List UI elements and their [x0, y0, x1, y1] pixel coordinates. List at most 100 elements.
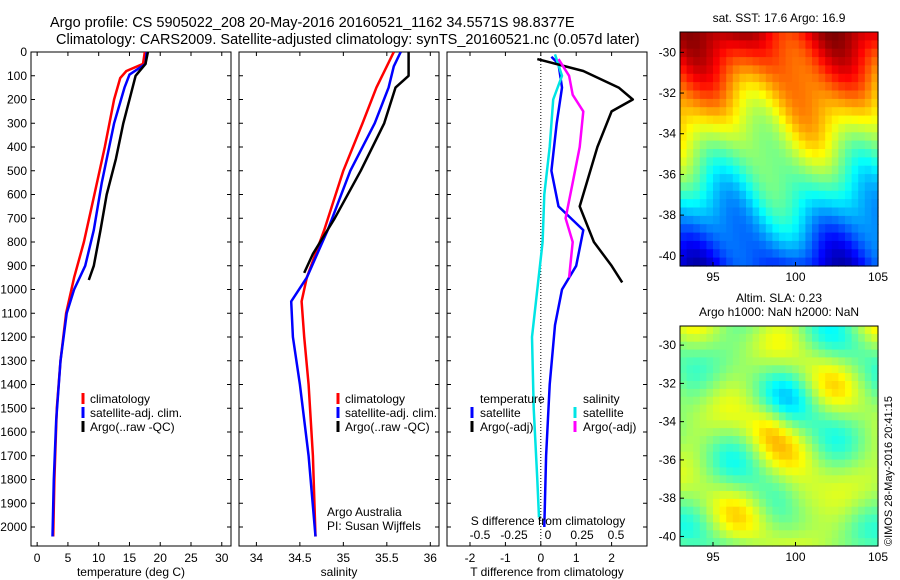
map-cell: [779, 436, 787, 445]
map-cell: [798, 404, 806, 414]
map-cell: [699, 199, 707, 209]
map-cell: [752, 514, 760, 524]
map-cell: [818, 132, 826, 142]
map-cell: [845, 190, 853, 200]
map-cell: [812, 40, 820, 50]
map-cell: [838, 522, 846, 531]
map-cell: [812, 224, 820, 234]
map-cell: [831, 157, 839, 167]
map-cell: [686, 404, 694, 414]
map-cell: [713, 498, 721, 508]
map-cell: [706, 357, 714, 366]
map-cell: [759, 232, 767, 242]
map-cell: [746, 459, 754, 469]
map-cell: [726, 333, 734, 343]
map-cell: [864, 467, 872, 476]
map-cell: [851, 98, 859, 108]
map-cell: [699, 257, 707, 267]
map-cell: [864, 396, 872, 406]
map-cell: [812, 326, 820, 335]
map-cell: [785, 224, 793, 234]
legend-header: salinity: [583, 392, 620, 406]
map-cell: [713, 107, 721, 117]
map-cell: [785, 132, 793, 142]
map-cell: [792, 420, 800, 429]
map-cell: [732, 530, 740, 539]
map-cell: [686, 48, 694, 58]
map-cell: [739, 459, 747, 469]
map-cell: [693, 107, 701, 117]
map-cell: [845, 428, 853, 437]
map-cell: [851, 459, 859, 469]
map-cell: [752, 57, 760, 67]
map-cell: [732, 388, 740, 398]
map-cell: [680, 90, 688, 100]
map-cell: [831, 32, 839, 41]
map-cell: [831, 165, 839, 175]
map-cell: [812, 123, 820, 133]
map-cell: [785, 149, 793, 158]
map-cell: [726, 443, 734, 453]
map-cell: [732, 73, 740, 83]
map-cell: [805, 165, 813, 175]
map-cell: [732, 132, 740, 142]
map-cell: [812, 65, 820, 75]
map-cell: [693, 357, 701, 366]
map-frame: [679, 31, 879, 267]
map-cell: [818, 82, 826, 92]
map-cell: [746, 357, 754, 366]
map-cell: [805, 436, 813, 445]
map-cell: [713, 224, 721, 234]
map-cell: [765, 341, 773, 351]
map-cell: [739, 538, 747, 547]
map-cell: [759, 381, 767, 390]
map-cell: [805, 341, 813, 351]
map-cell: [726, 40, 734, 50]
legend-header: temperature: [480, 392, 545, 406]
map-cell: [779, 207, 787, 217]
map-cell: [858, 475, 866, 484]
map-cell: [798, 240, 806, 250]
map-cell: [818, 365, 826, 374]
map-cell: [785, 498, 793, 508]
map-cell: [746, 381, 754, 390]
map-cell: [845, 115, 853, 125]
map-cell: [699, 107, 707, 117]
map-cell: [825, 491, 833, 500]
map-cell: [772, 443, 780, 453]
map-cell: [726, 467, 734, 476]
map-cell: [765, 157, 773, 167]
map-cell: [765, 182, 773, 192]
y-tick-label: 2000: [0, 520, 27, 534]
map-cell: [805, 467, 813, 476]
map-cell: [726, 412, 734, 421]
map-cell: [719, 443, 727, 453]
map-cell: [812, 498, 820, 508]
map-cell: [746, 190, 754, 200]
top-axis-tick-label: -0.25: [500, 528, 528, 542]
map-cell: [845, 404, 853, 414]
legend-entry: Argo(..raw -QC): [345, 420, 430, 434]
map-cell: [805, 365, 813, 374]
map-cell: [838, 240, 846, 250]
map-cell: [838, 349, 846, 359]
map-cell: [752, 190, 760, 200]
map-cell: [746, 333, 754, 343]
map-cell: [779, 357, 787, 366]
map-cell: [805, 443, 813, 453]
map-cell: [752, 436, 760, 445]
map-cell: [798, 40, 806, 50]
map-cell: [772, 40, 780, 50]
map-cell: [792, 215, 800, 225]
map-cell: [772, 73, 780, 83]
map-cell: [785, 420, 793, 429]
map-cell: [772, 428, 780, 437]
map-cell: [858, 451, 866, 461]
map-cell: [746, 326, 754, 335]
y-tick-label: -32: [659, 86, 677, 100]
map-cell: [845, 436, 853, 445]
map-cell: [699, 420, 707, 429]
map-cell: [831, 132, 839, 142]
map-cell: [772, 207, 780, 217]
map-cell: [858, 182, 866, 192]
